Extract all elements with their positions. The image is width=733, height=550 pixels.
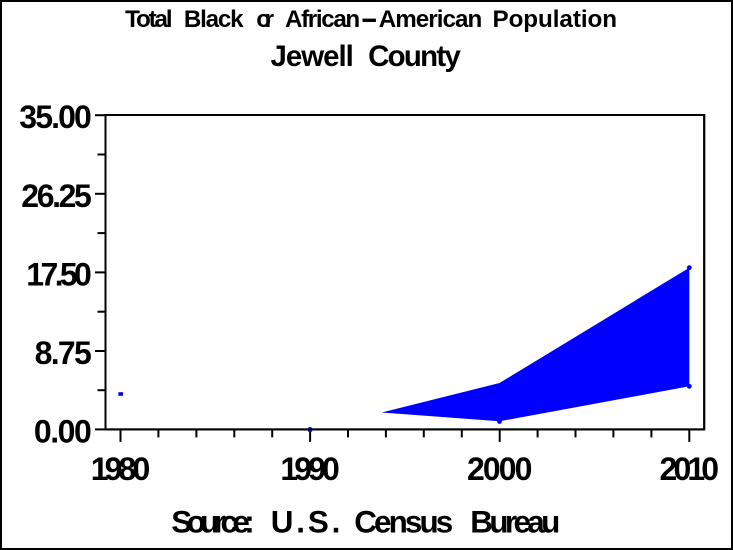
svg-text:or: or <box>256 6 274 33</box>
svg-text:8.75: 8.75 <box>35 335 92 371</box>
svg-text:Jewell: Jewell <box>271 40 354 73</box>
svg-text:1980: 1980 <box>91 451 151 487</box>
svg-text:County: County <box>368 40 461 73</box>
svg-text:African: African <box>285 6 360 33</box>
svg-text:Bureau: Bureau <box>470 504 560 539</box>
svg-text:17.50: 17.50 <box>26 256 92 292</box>
svg-text:2010: 2010 <box>660 451 720 487</box>
svg-text:0.00: 0.00 <box>34 414 92 450</box>
svg-text:Black: Black <box>184 6 244 33</box>
svg-text:1990: 1990 <box>280 451 340 487</box>
svg-text:Population: Population <box>493 6 618 33</box>
svg-text:American: American <box>379 6 483 33</box>
svg-text:2000: 2000 <box>467 451 533 487</box>
svg-text:Total: Total <box>125 6 173 33</box>
svg-text:26.25: 26.25 <box>21 178 92 214</box>
svg-text:35.00: 35.00 <box>19 99 92 135</box>
svg-text:Source:: Source: <box>171 504 255 539</box>
svg-text:Census: Census <box>354 504 453 539</box>
